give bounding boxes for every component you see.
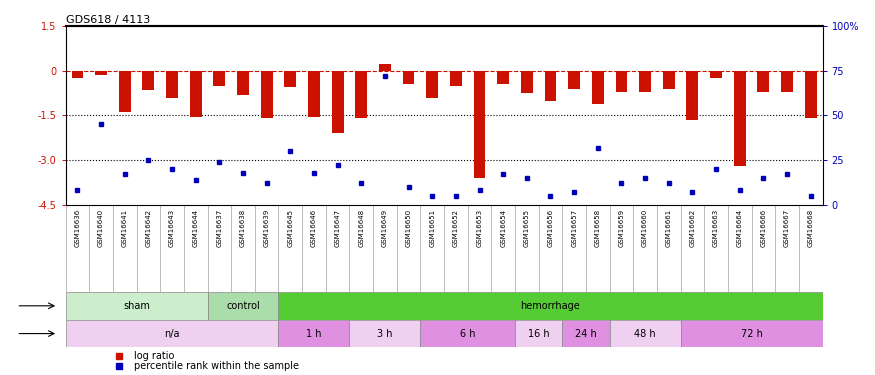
Text: 48 h: 48 h [634, 328, 656, 339]
Bar [66, 292, 207, 320]
Bar [758, 71, 769, 92]
Bar [473, 71, 486, 178]
Bar [544, 71, 556, 100]
Text: 3 h: 3 h [377, 328, 393, 339]
Text: 1 h: 1 h [306, 328, 322, 339]
Bar [308, 71, 320, 117]
Bar [681, 320, 822, 348]
Text: GSM16640: GSM16640 [98, 209, 104, 247]
Text: GSM16658: GSM16658 [595, 209, 601, 247]
Bar [610, 320, 681, 348]
Text: GSM16646: GSM16646 [311, 209, 317, 247]
Text: GSM16666: GSM16666 [760, 209, 766, 247]
Text: GSM16638: GSM16638 [240, 209, 246, 247]
Text: GSM16639: GSM16639 [263, 209, 270, 247]
Bar [710, 71, 722, 78]
Text: GSM16648: GSM16648 [358, 209, 364, 247]
Text: n/a: n/a [164, 328, 179, 339]
Bar [687, 71, 698, 120]
Bar [72, 71, 83, 78]
Bar [563, 320, 610, 348]
Bar [615, 71, 627, 92]
Text: GSM16636: GSM16636 [74, 209, 80, 247]
Bar [237, 71, 248, 94]
Text: GSM16656: GSM16656 [548, 209, 554, 247]
Text: GSM16667: GSM16667 [784, 209, 790, 247]
Text: GSM16645: GSM16645 [287, 209, 293, 247]
Text: 24 h: 24 h [575, 328, 597, 339]
Bar [515, 320, 563, 348]
Bar [119, 71, 130, 112]
Text: 6 h: 6 h [460, 328, 475, 339]
Text: GSM16637: GSM16637 [216, 209, 222, 247]
Text: GSM16654: GSM16654 [500, 209, 507, 247]
Bar [261, 71, 273, 118]
Bar [278, 292, 822, 320]
Text: GSM16642: GSM16642 [145, 209, 151, 247]
Text: GDS618 / 4113: GDS618 / 4113 [66, 15, 150, 26]
Bar [781, 71, 793, 92]
Bar [95, 71, 107, 75]
Bar [497, 71, 509, 84]
Bar [349, 320, 420, 348]
Bar [663, 71, 675, 89]
Bar [402, 71, 415, 84]
Text: GSM16664: GSM16664 [737, 209, 743, 247]
Bar [379, 64, 391, 71]
Text: GSM16643: GSM16643 [169, 209, 175, 247]
Text: percentile rank within the sample: percentile rank within the sample [134, 362, 298, 372]
Text: log ratio: log ratio [134, 351, 174, 361]
Bar [640, 71, 651, 92]
Text: GSM16649: GSM16649 [382, 209, 388, 247]
Text: sham: sham [123, 301, 150, 311]
Bar [420, 320, 515, 348]
Text: GSM16659: GSM16659 [619, 209, 625, 247]
Text: GSM16647: GSM16647 [334, 209, 340, 247]
Bar [521, 71, 533, 93]
Bar [143, 71, 154, 90]
Bar [450, 71, 462, 86]
Text: control: control [226, 301, 260, 311]
Text: GSM16660: GSM16660 [642, 209, 648, 247]
Text: GSM16652: GSM16652 [453, 209, 458, 247]
Text: GSM16657: GSM16657 [571, 209, 578, 247]
Bar [426, 71, 438, 98]
Bar [278, 320, 349, 348]
Text: GSM16644: GSM16644 [192, 209, 199, 247]
Bar [734, 71, 746, 166]
Bar [355, 71, 367, 118]
Bar [166, 71, 178, 98]
Text: GSM16668: GSM16668 [808, 209, 814, 247]
Text: GSM16641: GSM16641 [122, 209, 128, 247]
Text: GSM16650: GSM16650 [406, 209, 411, 247]
Text: GSM16663: GSM16663 [713, 209, 719, 247]
Bar [214, 71, 225, 86]
Text: GSM16661: GSM16661 [666, 209, 672, 247]
Text: GSM16662: GSM16662 [690, 209, 696, 247]
Bar [284, 71, 297, 87]
Text: GSM16653: GSM16653 [477, 209, 482, 247]
Bar [66, 320, 278, 348]
Text: hemorrhage: hemorrhage [521, 301, 580, 311]
Text: 16 h: 16 h [528, 328, 550, 339]
Bar [207, 292, 278, 320]
Text: 72 h: 72 h [740, 328, 762, 339]
Bar [332, 71, 344, 134]
Text: GSM16655: GSM16655 [524, 209, 530, 247]
Bar [805, 71, 816, 118]
Bar [592, 71, 604, 104]
Bar [568, 71, 580, 89]
Text: GSM16651: GSM16651 [430, 209, 435, 247]
Bar [190, 71, 201, 117]
